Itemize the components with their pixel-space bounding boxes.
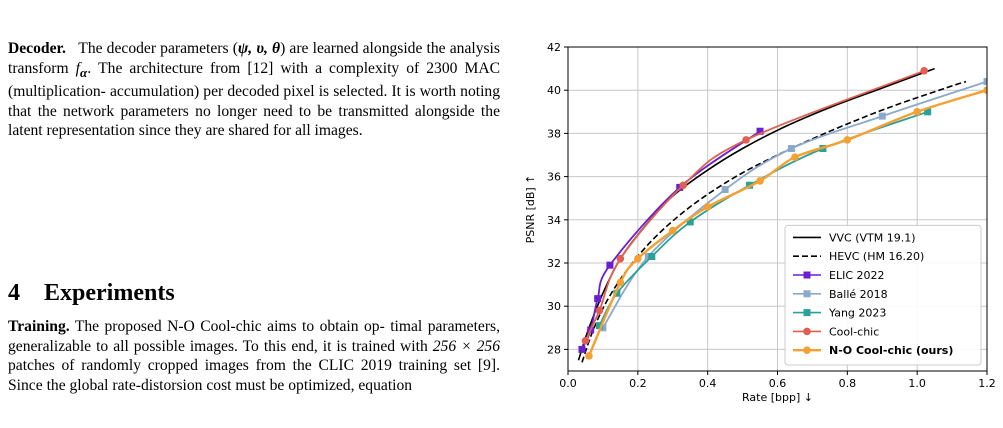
data-point bbox=[648, 253, 656, 261]
legend-label: ELIC 2022 bbox=[829, 269, 885, 282]
data-point bbox=[634, 254, 642, 263]
y-tick-label: 32 bbox=[547, 257, 561, 270]
y-tick-label: 42 bbox=[547, 41, 561, 54]
decoder-heading: Decoder. bbox=[8, 40, 66, 57]
chart-ticks: 0.0 0.2 0.4 0.6 0.8 1.0 1.2 28 30 32 34 36 38 40 42 bbox=[547, 41, 996, 390]
data-point bbox=[756, 177, 764, 185]
y-tick-label: 36 bbox=[547, 171, 561, 184]
training-heading: Training. bbox=[8, 318, 70, 335]
decoder-params-math: ψ, υ, θ bbox=[237, 40, 281, 57]
paper-text-column: Decoder. The decoder parameters (ψ, υ, θ… bbox=[8, 0, 500, 428]
series-5 bbox=[581, 66, 928, 345]
y-axis-label: PSNR [dB] ↑ bbox=[524, 175, 537, 244]
data-point bbox=[983, 78, 987, 86]
data-point bbox=[742, 136, 750, 144]
decoder-paragraph: Decoder. The decoder parameters (ψ, υ, θ… bbox=[8, 40, 500, 140]
y-tick-label: 28 bbox=[547, 343, 561, 356]
data-point bbox=[606, 261, 614, 269]
series-6 bbox=[585, 86, 987, 360]
data-point bbox=[913, 108, 921, 116]
data-point bbox=[924, 108, 932, 116]
data-point bbox=[721, 186, 729, 194]
data-point bbox=[756, 127, 764, 135]
section-title: Experiments bbox=[44, 280, 175, 306]
data-point bbox=[578, 345, 586, 353]
x-tick-label: 1.0 bbox=[908, 377, 926, 390]
rd-figure: 0.0 0.2 0.4 0.6 0.8 1.0 1.2 28 30 32 34 36 38 40 42 Ra… bbox=[516, 30, 1003, 428]
legend-swatch-marker bbox=[803, 290, 811, 298]
training-paragraph: Training. The proposed N-O Cool-chic aim… bbox=[8, 318, 500, 394]
data-point bbox=[595, 306, 604, 315]
rd-chart: 0.0 0.2 0.4 0.6 0.8 1.0 1.2 28 30 32 34 36 38 40 42 Ra… bbox=[524, 41, 996, 404]
data-point bbox=[595, 322, 603, 330]
data-point bbox=[878, 112, 886, 120]
legend-swatch-marker bbox=[803, 271, 811, 279]
data-point bbox=[668, 226, 677, 235]
data-point bbox=[787, 145, 795, 153]
series-2 bbox=[578, 127, 764, 353]
y-tick-label: 34 bbox=[547, 214, 561, 227]
series-1 bbox=[581, 80, 967, 363]
data-point bbox=[920, 66, 928, 75]
section-heading: 4 Experiments bbox=[8, 280, 175, 307]
data-point bbox=[983, 86, 987, 94]
legend-label: Yang 2023 bbox=[828, 307, 886, 320]
series-line bbox=[581, 80, 967, 363]
legend-label: VVC (VTM 19.1) bbox=[829, 231, 916, 244]
section-number: 4 bbox=[8, 280, 20, 306]
data-point bbox=[616, 278, 625, 287]
legend-label: Ballé 2018 bbox=[829, 288, 888, 301]
legend-label: Cool-chic bbox=[829, 325, 879, 338]
y-tick-label: 38 bbox=[547, 127, 561, 140]
data-point bbox=[616, 254, 625, 263]
x-axis-label: Rate [bpp] ↓ bbox=[742, 391, 813, 404]
data-point bbox=[581, 336, 590, 345]
legend-label: N-O Cool-chic (ours) bbox=[829, 344, 953, 357]
x-tick-label: 0.0 bbox=[559, 377, 577, 390]
chart-series bbox=[577, 66, 987, 363]
chart-grid bbox=[567, 46, 988, 371]
series-line bbox=[587, 89, 987, 357]
x-tick-label: 0.2 bbox=[629, 377, 647, 390]
x-tick-label: 1.2 bbox=[978, 377, 996, 390]
y-tick-label: 30 bbox=[547, 300, 561, 313]
data-point bbox=[843, 136, 852, 144]
x-tick-label: 0.6 bbox=[769, 377, 787, 390]
series-line bbox=[577, 67, 935, 361]
data-point bbox=[703, 203, 712, 211]
legend-swatch-marker bbox=[803, 309, 811, 317]
y-tick-label: 40 bbox=[547, 84, 561, 97]
legend-label: HEVC (HM 16.20) bbox=[829, 250, 924, 263]
data-point bbox=[679, 181, 688, 190]
chart-legend: VVC (VTM 19.1) HEVC (HM 16.20) ELIC 2022 Ba… bbox=[784, 224, 982, 366]
transform-math: fα bbox=[75, 59, 88, 80]
legend-box bbox=[784, 224, 982, 366]
data-point bbox=[613, 289, 621, 297]
series-0 bbox=[577, 67, 935, 361]
legend-swatch-marker bbox=[803, 327, 811, 336]
patch-size-math: 256 × 256 bbox=[432, 337, 500, 355]
data-point bbox=[791, 153, 799, 161]
data-point bbox=[594, 295, 602, 303]
legend-swatch-marker bbox=[803, 346, 811, 355]
data-point bbox=[585, 352, 593, 360]
series-line bbox=[602, 80, 987, 329]
x-tick-label: 0.8 bbox=[839, 377, 857, 390]
x-tick-label: 0.4 bbox=[699, 377, 717, 390]
data-point bbox=[686, 218, 694, 226]
